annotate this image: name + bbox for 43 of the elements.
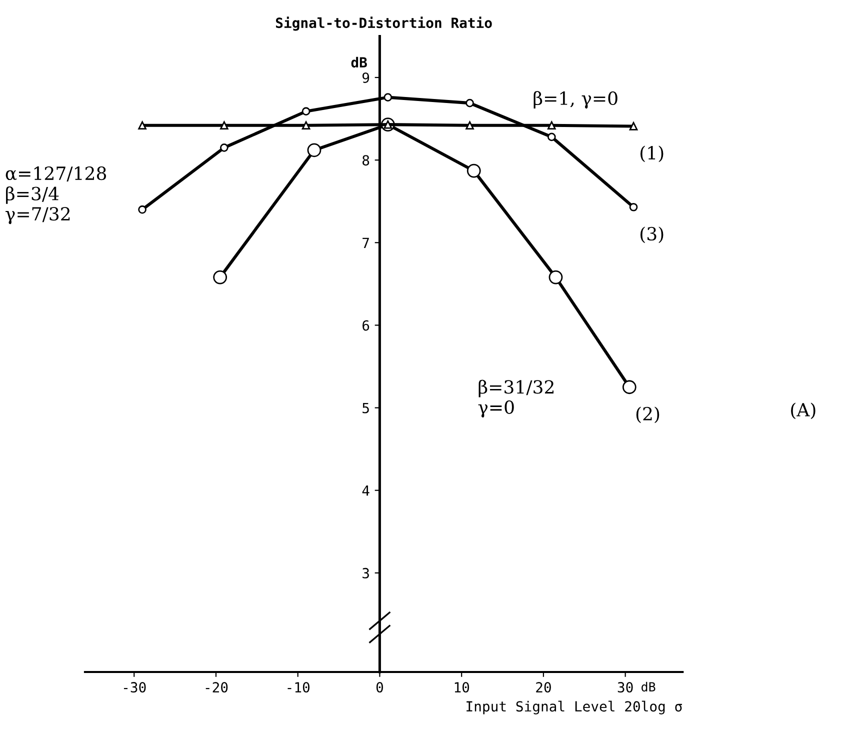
x-tick-label: 30 bbox=[618, 682, 633, 693]
point bbox=[213, 270, 228, 284]
point bbox=[302, 107, 310, 116]
series-label: (3) bbox=[640, 226, 664, 244]
text: (A) bbox=[791, 402, 816, 420]
x-tick-label: 10 bbox=[454, 682, 470, 693]
point bbox=[547, 132, 556, 142]
y-tick-label: 4 bbox=[362, 486, 370, 496]
y-tick-label: 3 bbox=[362, 568, 369, 578]
point bbox=[622, 380, 636, 394]
x-tick-label: -20 bbox=[206, 682, 228, 693]
y-tick-label: 6 bbox=[362, 320, 370, 331]
series-label: (1) bbox=[640, 146, 664, 162]
y-tick-label: 7 bbox=[362, 238, 369, 248]
x-tick-label: -10 bbox=[288, 682, 310, 693]
point bbox=[466, 98, 474, 108]
text: dB bbox=[642, 682, 656, 692]
y-axis-title: dB bbox=[351, 56, 367, 68]
point bbox=[547, 121, 556, 130]
point bbox=[307, 143, 322, 158]
series-label: (2) bbox=[636, 406, 660, 424]
point bbox=[220, 144, 228, 152]
point bbox=[466, 164, 481, 178]
point bbox=[220, 121, 228, 130]
point bbox=[629, 122, 638, 130]
point bbox=[384, 93, 392, 102]
point bbox=[302, 121, 310, 130]
point bbox=[466, 121, 474, 130]
y-tick-label: 9 bbox=[362, 72, 370, 83]
y-tick-label: 5 bbox=[362, 402, 369, 414]
chart-title: Signal-to-Distortion Ratio bbox=[276, 16, 492, 31]
point bbox=[138, 121, 146, 130]
point bbox=[548, 270, 563, 284]
x-tick-label: -30 bbox=[124, 682, 146, 693]
point bbox=[138, 205, 146, 214]
point bbox=[629, 202, 638, 212]
x-axis-title: Input Signal Level 20log σ bbox=[466, 700, 682, 714]
x-tick-label: 0 bbox=[376, 682, 383, 693]
x-tick-label: 20 bbox=[536, 682, 551, 693]
annotation: β=31/32 γ=0 bbox=[478, 380, 554, 418]
annotation: α=127/128 β=3/4 γ=7/32 bbox=[6, 166, 106, 224]
annotation: β=1, γ=0 bbox=[534, 90, 618, 109]
y-tick-label: 8 bbox=[362, 155, 370, 166]
